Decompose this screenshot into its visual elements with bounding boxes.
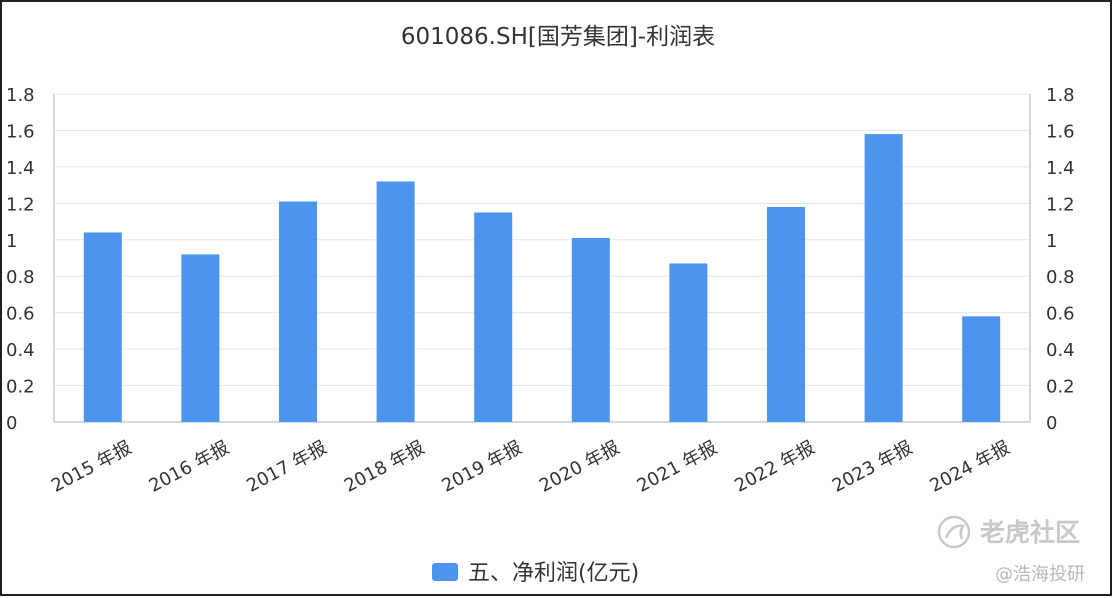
x-tick-label: 2017 年报	[243, 437, 330, 497]
y-tick-label-left: 0.6	[6, 304, 35, 325]
x-tick-label: 2016 年报	[146, 437, 233, 497]
x-tick-label: 2020 年报	[536, 437, 623, 497]
y-tick-label-right: 1.2	[1046, 194, 1075, 215]
y-tick-label-right: 0.4	[1046, 340, 1075, 361]
bar[interactable]	[571, 237, 610, 422]
y-tick-label-left: 1	[6, 231, 17, 252]
tiger-logo-icon	[937, 515, 971, 549]
watermark-sub: @浩海投研	[995, 564, 1085, 585]
bar[interactable]	[864, 134, 903, 423]
legend[interactable]: 五、净利润(亿元)	[432, 561, 639, 586]
bar[interactable]	[376, 181, 415, 422]
y-tick-label-left: 1.4	[6, 158, 35, 179]
x-tick-label: 2024 年报	[926, 437, 1013, 497]
legend-swatch	[432, 563, 458, 581]
y-tick-label-left: 0.2	[6, 377, 35, 398]
x-tick-label: 2015 年报	[48, 437, 135, 497]
y-tick-label-right: 1.6	[1046, 121, 1075, 142]
bar[interactable]	[474, 212, 513, 422]
y-tick-label-left: 1.2	[6, 194, 35, 215]
bar[interactable]	[767, 206, 805, 422]
watermark: 老虎社区 @浩海投研	[937, 515, 1085, 585]
x-tick-label: 2019 年报	[438, 437, 525, 497]
y-tick-label-right: 1	[1046, 231, 1057, 252]
y-tick-label-right: 1.4	[1046, 158, 1075, 179]
y-tick-label-left: 0.8	[6, 267, 35, 288]
legend-label: 五、净利润(亿元)	[468, 561, 639, 586]
y-tick-label-left: 0	[6, 413, 17, 434]
x-tick-label: 2018 年报	[341, 437, 428, 497]
y-tick-label-right: 0.8	[1046, 267, 1075, 288]
y-tick-label-right: 0.2	[1046, 377, 1075, 398]
tick-labels: 0 0 0.2 0.2 0.4 0.4 0.6 0.6 0.8 0.8 1 1 1.2 1.2 1.4 1.4…	[6, 85, 1075, 434]
y-tick-label-left: 1.6	[6, 121, 35, 142]
y-tick-label-right: 0	[1046, 413, 1057, 434]
bar[interactable]	[181, 254, 220, 422]
y-tick-label-left: 0.4	[6, 340, 35, 361]
chart-title: 601086.SH[国芳集团]-利润表	[401, 24, 715, 50]
y-tick-label-right: 1.8	[1046, 85, 1075, 106]
bar[interactable]	[83, 232, 122, 422]
x-tick-label: 2022 年报	[731, 437, 818, 497]
x-tick-label: 2021 年报	[634, 437, 721, 497]
bars	[83, 134, 1001, 423]
x-tick-label: 2023 年报	[829, 437, 916, 497]
watermark-main: 老虎社区	[980, 518, 1080, 547]
y-tick-label-right: 0.6	[1046, 304, 1075, 325]
bar[interactable]	[962, 316, 1001, 422]
y-tick-label-left: 1.8	[6, 85, 35, 106]
bar[interactable]	[279, 201, 317, 422]
category-labels: 2015 年报 2016 年报 2017 年报 2018 年报 2019 年报 2020 …	[48, 437, 1014, 497]
bar[interactable]	[669, 263, 708, 422]
